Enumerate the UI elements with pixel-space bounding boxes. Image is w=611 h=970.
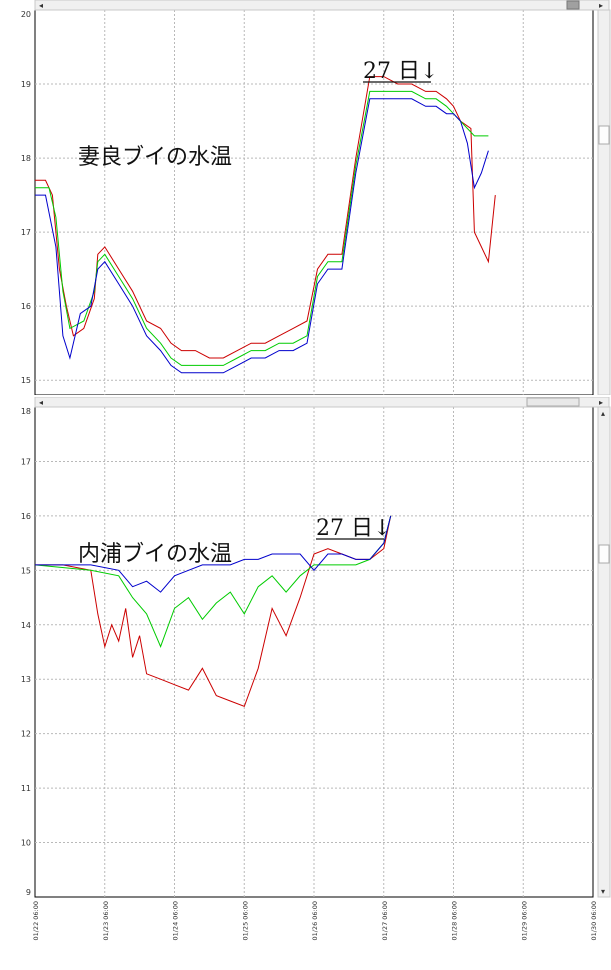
y-tick-label: 15 — [21, 376, 31, 385]
up-arrow-icon[interactable]: ▴ — [601, 409, 605, 418]
right-arrow-icon[interactable]: ▸ — [599, 398, 603, 407]
y-tick-label: 17 — [21, 457, 31, 466]
y-tick-label: 20 — [21, 10, 31, 19]
bottom-chart-panel: 18 17 16 15 14 13 12 11 10 9 01/22 06:00 01/23 06:0… — [0, 397, 611, 970]
x-tick-label: 01/25 06:00 — [241, 901, 249, 941]
vertical-scroll-thumb[interactable] — [598, 544, 610, 564]
y-tick-label: 9 — [26, 888, 31, 897]
y-tick-label: 18 — [21, 154, 31, 163]
y-tick-label: 18 — [21, 407, 31, 416]
top-chart-panel: 20 19 18 17 16 15 妻良ブイの水温 27 日↓ ◂ ▸ — [0, 0, 611, 395]
y-tick-label: 16 — [21, 512, 31, 521]
y-tick-label: 15 — [21, 566, 31, 575]
series-line-red — [35, 515, 392, 708]
x-tick-label: 01/30 06:00 — [590, 901, 598, 941]
top-chart-svg: 20 19 18 17 16 15 妻良ブイの水温 27 日↓ ◂ ▸ — [21, 0, 611, 395]
left-arrow-icon[interactable]: ◂ — [39, 398, 43, 407]
horizontal-scrollbar[interactable] — [34, 0, 610, 11]
x-tick-label: 01/27 06:00 — [381, 901, 389, 941]
y-tick-label: 19 — [21, 80, 31, 89]
day-annotation: 27 日↓ — [363, 59, 438, 84]
y-tick-label: 14 — [21, 621, 31, 630]
x-tick-label: 01/24 06:00 — [172, 901, 180, 941]
y-tick-label: 17 — [21, 228, 31, 237]
x-tick-label: 01/29 06:00 — [520, 901, 528, 941]
horizontal-scroll-thumb[interactable] — [566, 0, 580, 10]
series-line-green — [35, 90, 489, 366]
vertical-scrollbar[interactable] — [597, 9, 611, 395]
x-tick-label: 01/23 06:00 — [102, 901, 110, 941]
horizontal-scrollbar[interactable] — [34, 397, 610, 408]
chart-title: 妻良ブイの水温 — [78, 145, 232, 170]
bottom-chart-svg: 18 17 16 15 14 13 12 11 10 901/22 06:00 01/23 06:0… — [21, 397, 611, 941]
series-line-blue — [35, 98, 489, 374]
day-annotation: 27 日↓ — [316, 516, 391, 541]
left-arrow-icon[interactable]: ◂ — [39, 1, 43, 10]
x-tick-label: 01/28 06:00 — [451, 901, 459, 941]
series-line-red — [35, 76, 496, 359]
x-tick-label: 01/22 06:00 — [32, 901, 40, 941]
series-line-blue — [35, 515, 392, 593]
horizontal-scroll-thumb[interactable] — [526, 397, 580, 407]
y-tick-label: 13 — [21, 675, 31, 684]
down-arrow-icon[interactable]: ▾ — [601, 887, 605, 896]
y-tick-label: 12 — [21, 730, 31, 739]
vertical-scrollbar[interactable] — [597, 406, 611, 898]
y-tick-label: 16 — [21, 302, 31, 311]
y-tick-label: 10 — [21, 839, 31, 848]
x-tick-label: 01/26 06:00 — [311, 901, 319, 941]
chart-title: 内浦ブイの水温 — [78, 542, 232, 567]
y-tick-label: 11 — [21, 784, 31, 793]
vertical-scroll-thumb[interactable] — [598, 125, 610, 145]
series-line-green — [34, 515, 392, 648]
right-arrow-icon[interactable]: ▸ — [599, 1, 603, 10]
